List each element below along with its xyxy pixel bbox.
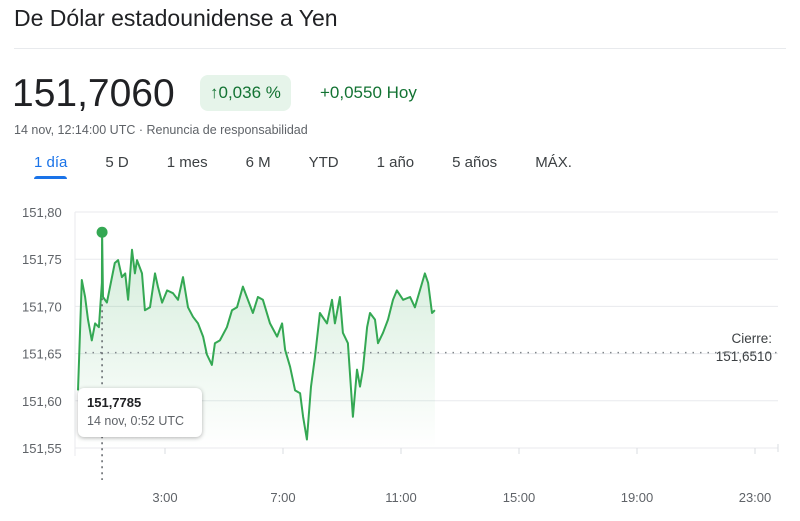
current-price: 151,7060 — [12, 72, 175, 115]
hover-point — [96, 226, 108, 238]
x-tick-label: 7:00 — [270, 490, 295, 505]
tooltip-date: 14 nov, 0:52 UTC — [87, 414, 185, 428]
y-tick-label: 151,60 — [22, 394, 62, 409]
x-tick-label: 23:00 — [739, 490, 772, 505]
separator: · — [135, 123, 147, 137]
close-label: Cierre: — [731, 331, 772, 346]
y-tick-label: 151,75 — [22, 252, 62, 267]
price-meta: 14 nov, 12:14:00 UTC · Renuncia de respo… — [14, 123, 308, 137]
divider — [14, 48, 786, 49]
tab-5-years[interactable]: 5 años — [452, 154, 498, 171]
tab-1-month[interactable]: 1 mes — [166, 154, 208, 171]
y-tick-label: 151,80 — [22, 205, 62, 220]
y-tick-label: 151,55 — [22, 441, 62, 456]
arrow-up-icon: ↑ — [210, 83, 219, 102]
tab-max[interactable]: MÁX. — [535, 154, 572, 171]
previous-close: Cierre: 151,6510 — [716, 330, 772, 366]
close-value: 151,6510 — [715, 349, 772, 364]
tab-1-year[interactable]: 1 año — [376, 154, 415, 171]
page-title: De Dólar estadounidense a Yen — [14, 5, 338, 31]
x-tick-label: 19:00 — [621, 490, 654, 505]
tooltip-value: 151,7785 — [87, 395, 142, 410]
hover-tooltip: 151,7785 14 nov, 0:52 UTC — [78, 388, 202, 437]
x-tick-label: 3:00 — [152, 490, 177, 505]
x-tick-label: 15:00 — [503, 490, 536, 505]
tab-ytd[interactable]: YTD — [308, 154, 339, 171]
disclaimer-link[interactable]: Renuncia de responsabilidad — [146, 123, 308, 137]
change-percent: 0,036 % — [218, 83, 281, 102]
change-percent-badge: ↑0,036 % — [200, 75, 291, 111]
change-absolute: +0,0550 Hoy — [320, 83, 417, 102]
y-tick-label: 151,70 — [22, 299, 62, 314]
x-tick-label: 11:00 — [385, 490, 417, 505]
price-line — [77, 231, 436, 441]
tab-5-days[interactable]: 5 D — [105, 154, 129, 171]
range-tabs: 1 día 5 D 1 mes 6 M YTD 1 año 5 años MÁX… — [20, 152, 596, 179]
timestamp: 14 nov, 12:14:00 UTC — [14, 123, 136, 137]
y-tick-label: 151,65 — [22, 347, 62, 362]
tab-6-months[interactable]: 6 M — [245, 154, 271, 171]
tab-1-day[interactable]: 1 día — [20, 152, 81, 179]
